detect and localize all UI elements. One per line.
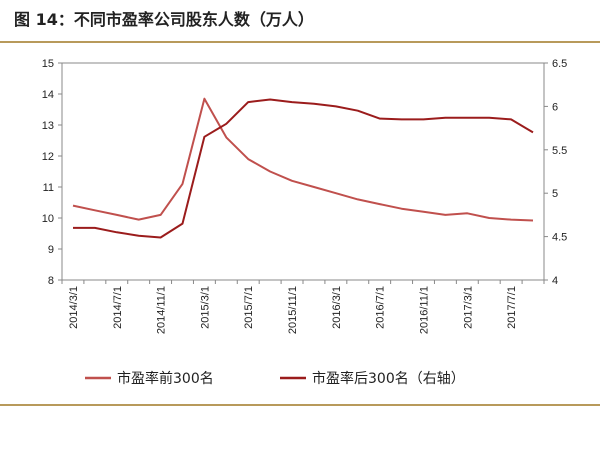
x-tick-label: 2014/3/1 [68,286,80,329]
x-tick-label: 2016/3/1 [331,286,343,329]
right-tick-label: 6 [552,101,558,113]
left-tick-label: 15 [42,58,54,70]
series-line-1 [72,97,534,222]
plot-area [61,62,545,281]
x-tick-label: 2015/3/1 [199,286,211,329]
x-tick-label: 2015/7/1 [243,286,255,329]
right-tick-label: 4 [552,275,558,287]
left-axis: 8 9 10 11 12 13 14 15 [42,58,62,287]
figure-title: 图 14：不同市盈率公司股东人数（万人） [14,10,314,29]
x-tick-label: 2014/11/1 [156,286,168,334]
right-tick-label: 5 [552,188,558,200]
left-tick-label: 13 [42,120,54,132]
x-tick-label: 2017/7/1 [506,286,518,329]
legend-label-1: 市盈率前300名 [117,370,214,387]
x-axis: 2014/3/1 2014/7/1 2014/11/1 2015/3/1 2015/7/… [61,280,545,334]
left-tick-label: 14 [42,89,54,101]
x-tick-label: 2016/11/1 [419,286,431,334]
series-layer [72,97,534,239]
series-line-2 [73,98,534,239]
left-tick-label: 9 [48,244,54,256]
left-tick-label: 12 [42,151,54,163]
x-tick-label: 2017/3/1 [462,286,474,329]
right-tick-label: 4.5 [552,232,567,244]
x-tick-label: 2014/7/1 [112,286,124,329]
left-tick-label: 11 [43,182,54,194]
x-tick-label: 2016/7/1 [375,286,387,329]
right-tick-label: 5.5 [552,145,567,157]
right-tick-label: 6.5 [552,58,567,70]
right-axis: 4 4.5 5 5.5 6 6.5 [544,58,567,287]
legend-label-2: 市盈率后300名（右轴） [312,370,465,387]
legend: 市盈率前300名 市盈率后300名（右轴） [85,370,465,387]
left-tick-label: 8 [48,275,54,287]
left-tick-label: 10 [42,213,54,225]
x-tick-label: 2015/11/1 [287,286,299,334]
